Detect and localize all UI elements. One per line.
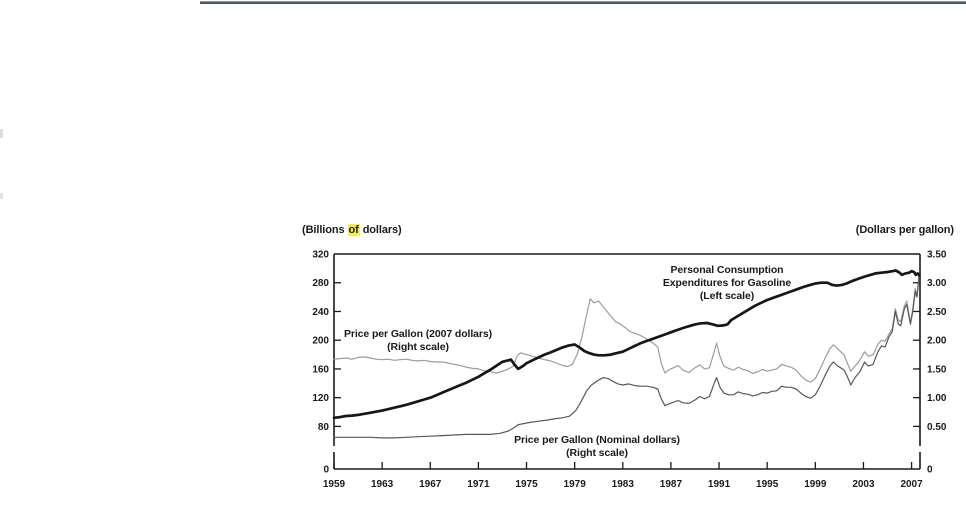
annotation-nominal-price: Price per Gallon (Nominal dollars) (Righ…: [514, 434, 680, 460]
x-axis-tick-label: 1963: [371, 479, 394, 490]
gasoline-chart: (Billions of dollars) (Dollars per gallon)…: [300, 222, 966, 511]
right-axis-tick-label: 1.00: [927, 393, 947, 404]
x-axis-tick-label: 1987: [660, 479, 683, 490]
series-personal-consumption-expenditures-for-gasoline: [332, 269, 921, 420]
units-left-pre: (Billions: [302, 224, 345, 236]
right-axis-tick-label: 2.00: [927, 336, 947, 347]
x-axis-tick-label: 1991: [708, 479, 731, 490]
x-axis-tick-label: 2007: [900, 479, 923, 490]
annotation-line: Expenditures for Gasoline: [662, 277, 792, 289]
annotation-line: (Right scale): [387, 341, 449, 353]
left-axis-tick-label: 240: [312, 307, 329, 318]
left-axis-tick-label: 280: [312, 278, 329, 289]
right-axis-tick-label: 0.50: [927, 422, 947, 433]
chart-canvas: 320 280 240 200 160 120 80 0 3.50 3.00 2.50 2.00 1.5…: [312, 250, 947, 491]
units-left-post: dollars): [362, 224, 402, 236]
right-axis-tick-label: 2.50: [927, 307, 947, 318]
x-axis-tick-label: 1979: [564, 479, 587, 490]
x-axis-tick-label: 1975: [515, 479, 538, 490]
x-axis-tick-label: 1967: [419, 479, 442, 490]
annotation-real-price: Price per Gallon (2007 dollars) (Right s…: [344, 328, 492, 354]
left-axis-tick-label: 0: [323, 465, 329, 476]
annotation-line: Price per Gallon (2007 dollars): [343, 328, 493, 340]
left-axis-tick-label: 160: [312, 364, 329, 375]
annotation-line: Personal Consumption: [670, 264, 784, 276]
right-axis-tick-label: 1.50: [927, 364, 947, 375]
annotation-line: (Left scale): [699, 290, 755, 302]
axis-box: [333, 253, 921, 470]
edge-artifact-1: [0, 129, 3, 138]
series-price-per-gallon-2007-dollars-: [333, 279, 920, 383]
x-axis-tick-label: 1995: [756, 479, 779, 490]
top-rule: [200, 1, 966, 4]
annotation-line: Price per Gallon (Nominal dollars): [514, 434, 680, 446]
annotation-line: (Right scale): [566, 447, 628, 459]
x-axis-tick-label: 1983: [612, 479, 635, 490]
left-axis-tick-label: 200: [312, 336, 329, 347]
right-axis-tick-label: 3.50: [927, 250, 947, 261]
edge-artifact-2: [0, 193, 3, 199]
left-axis-tick-label: 320: [312, 250, 329, 261]
right-axis-tick-label: 3.00: [927, 278, 947, 289]
left-axis-units-label: (Billions of dollars): [302, 224, 402, 236]
x-axis-tick-label: 2003: [852, 479, 875, 490]
highlighted-word: of: [347, 224, 360, 236]
right-axis-tick-label: 0: [927, 465, 933, 476]
left-axis-tick-label: 120: [312, 393, 329, 404]
annotation-pce: Personal Consumption Expenditures for Ga…: [663, 264, 791, 303]
right-axis-units-label: (Dollars per gallon): [855, 224, 954, 236]
series-price-per-gallon-nominal-dollars-: [333, 276, 920, 439]
x-axis-tick-label: 1971: [467, 479, 490, 490]
left-axis-tick-label: 80: [318, 422, 330, 433]
x-axis-tick-label: 1959: [323, 479, 346, 490]
x-axis-tick-label: 1999: [804, 479, 827, 490]
